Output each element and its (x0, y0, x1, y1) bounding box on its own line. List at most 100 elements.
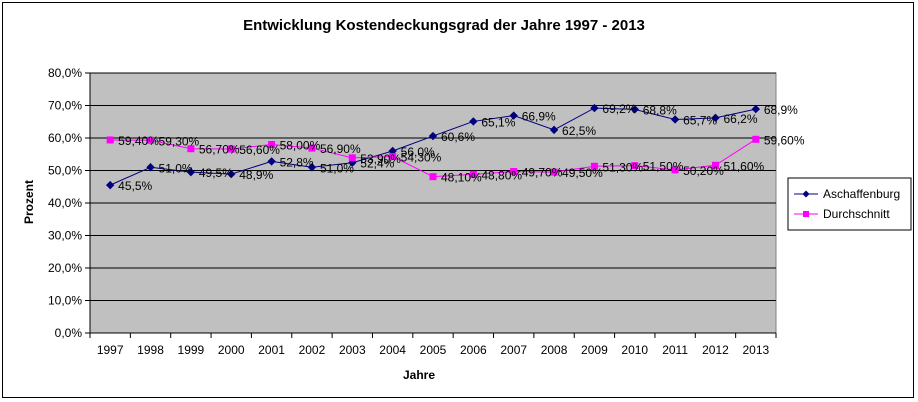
data-point (389, 153, 397, 161)
x-tick-label: 2007 (500, 343, 527, 357)
data-label: 49,70% (522, 165, 563, 179)
x-tick-label: 2013 (742, 343, 769, 357)
x-axis-title: Jahre (403, 368, 435, 382)
data-label: 52,4% (360, 157, 394, 171)
data-point (670, 115, 680, 124)
data-point (106, 136, 114, 144)
legend-marker (803, 211, 809, 217)
data-label: 49,50% (562, 166, 603, 180)
data-label: 56,0% (401, 145, 435, 159)
legend-label: Durchschnitt (823, 207, 890, 221)
line-chart: Entwicklung Kostendeckungsgrad der Jahre… (22, 17, 912, 382)
y-tick-label: 30,0% (48, 229, 82, 243)
chart-frame: Entwicklung Kostendeckungsgrad der Jahre… (2, 2, 914, 398)
data-point (631, 162, 639, 170)
data-point (186, 167, 196, 177)
x-tick-label: 1997 (97, 343, 124, 357)
data-point (428, 131, 438, 141)
y-tick-label: 80,0% (48, 66, 82, 80)
data-label: 50,20% (683, 164, 724, 178)
x-tick-label: 2010 (621, 343, 648, 357)
y-tick-label: 20,0% (48, 261, 82, 275)
data-label: 48,80% (481, 168, 522, 182)
data-label: 59,40% (118, 134, 159, 148)
data-label: 59,30% (159, 134, 200, 148)
data-label: 66,2% (723, 112, 757, 126)
data-label: 65,7% (683, 113, 717, 127)
data-point (227, 145, 235, 153)
data-label: 51,0% (320, 161, 354, 175)
x-tick-label: 2008 (541, 343, 568, 357)
data-label: 48,10% (441, 171, 482, 185)
data-point (146, 163, 155, 172)
data-label: 45,5% (118, 179, 152, 193)
data-label: 51,30% (602, 160, 643, 174)
data-point (630, 105, 639, 114)
data-label: 62,5% (562, 124, 596, 138)
data-label: 60,6% (441, 130, 475, 144)
chart-title: Entwicklung Kostendeckungsgrad der Jahre… (243, 17, 645, 34)
data-point (751, 104, 761, 114)
x-tick-label: 1999 (178, 343, 205, 357)
data-label: 51,50% (643, 160, 684, 174)
data-point (549, 125, 559, 135)
y-axis-title: Prozent (22, 180, 36, 224)
data-label: 68,9% (764, 103, 798, 117)
data-label: 48,9% (239, 168, 273, 182)
legend-marker (802, 190, 810, 198)
data-point (550, 168, 558, 176)
data-label: 56,60% (239, 143, 280, 157)
data-point (590, 162, 598, 170)
x-tick-label: 2003 (339, 343, 366, 357)
data-label: 51,60% (723, 159, 764, 173)
data-point (187, 145, 195, 153)
data-point (711, 113, 720, 123)
x-tick-label: 1998 (137, 343, 164, 357)
data-label: 54,30% (401, 151, 442, 165)
y-tick-label: 60,0% (48, 131, 82, 145)
data-point (509, 111, 518, 120)
y-tick-label: 10,0% (48, 294, 82, 308)
data-point (429, 173, 437, 181)
data-label: 52,8% (280, 155, 314, 169)
legend-box (787, 177, 912, 231)
data-label: 49,5% (199, 166, 233, 180)
data-point (510, 167, 518, 175)
x-tick-label: 2004 (379, 343, 406, 357)
data-label: 59,60% (764, 133, 805, 147)
x-tick-label: 2000 (218, 343, 245, 357)
data-point (268, 141, 276, 148)
data-point (348, 154, 356, 162)
y-tick-label: 0,0% (55, 326, 83, 340)
data-point (752, 135, 760, 143)
data-point (590, 103, 599, 113)
data-label: 58,00% (280, 139, 321, 153)
x-tick-label: 2009 (581, 343, 608, 357)
data-point (147, 136, 155, 144)
data-label: 53,90% (360, 152, 401, 166)
data-point (267, 157, 276, 166)
x-tick-label: 2012 (702, 343, 729, 357)
data-label: 56,90% (320, 142, 361, 156)
data-label: 65,1% (481, 115, 515, 129)
x-tick-label: 2011 (662, 343, 688, 357)
data-point (671, 166, 679, 174)
data-point (227, 169, 236, 179)
data-label: 68,8% (643, 103, 677, 117)
data-point (469, 117, 478, 126)
x-tick-label: 2006 (460, 343, 487, 357)
data-point (308, 144, 316, 152)
data-point (105, 180, 115, 190)
x-tick-label: 2002 (299, 343, 326, 357)
data-point (711, 161, 719, 169)
data-label: 66,9% (522, 110, 556, 124)
y-tick-label: 40,0% (48, 196, 82, 210)
data-label: 56,70% (199, 143, 240, 157)
x-tick-label: 2001 (258, 343, 285, 357)
x-tick-label: 2005 (420, 343, 447, 357)
data-point (469, 170, 477, 178)
y-tick-label: 50,0% (48, 164, 82, 178)
data-label: 69,2% (602, 102, 636, 116)
data-label: 51,0% (159, 161, 193, 175)
y-tick-label: 70,0% (48, 99, 82, 113)
